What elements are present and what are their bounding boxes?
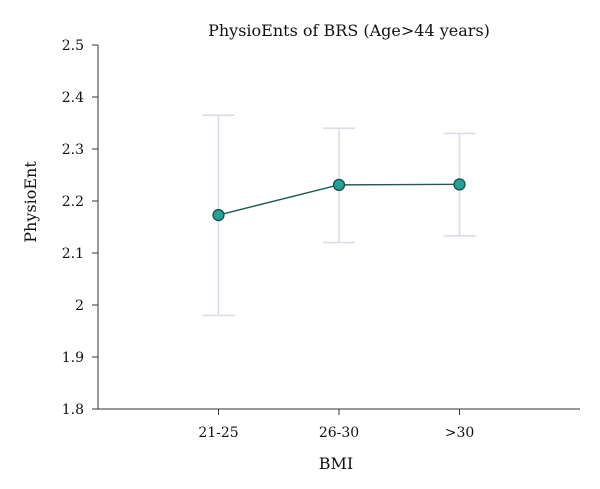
x-tick-label: >30: [445, 425, 475, 441]
y-ticks: 1.8 1.9 2 2.1 2.2 2.3 2.4 2.5: [62, 38, 98, 418]
y-tick-label: 1.8: [62, 402, 84, 418]
x-tick-label: 21-25: [198, 425, 238, 441]
data-point: [332, 178, 346, 192]
y-axis-label: PhysioEnt: [21, 161, 40, 243]
y-tick-label: 2.1: [62, 246, 84, 262]
y-tick-label: 2.2: [62, 194, 84, 210]
data-point: [212, 208, 225, 222]
y-tick-label: 1.9: [62, 350, 84, 366]
y-tick-label: 2.3: [62, 142, 84, 158]
x-tick-label: 26-30: [319, 425, 359, 441]
y-tick-label: 2: [75, 298, 84, 314]
y-tick-label: 2.5: [62, 38, 84, 54]
chart-title: PhysioEnts of BRS (Age>44 years): [208, 21, 490, 40]
error-bars: [202, 114, 476, 317]
data-points: [212, 178, 466, 222]
x-axis-label: BMI: [319, 454, 353, 473]
y-tick-label: 2.4: [62, 90, 84, 106]
data-point: [453, 178, 466, 191]
x-ticks: 21-25 26-30 >30: [198, 409, 474, 441]
